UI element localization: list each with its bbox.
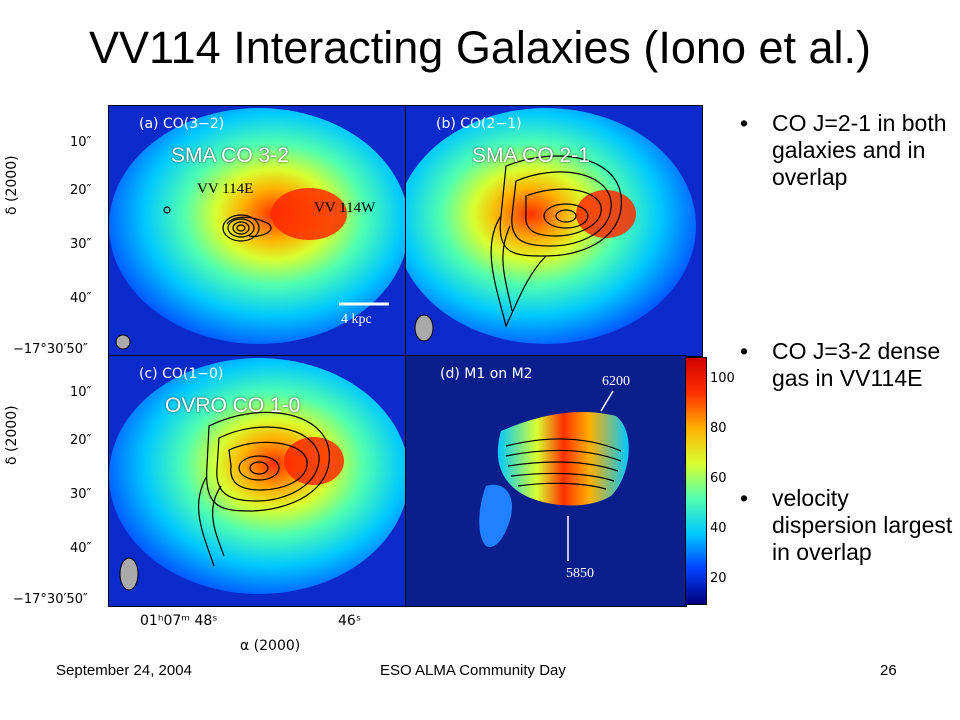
panel-d: (d) M1 on M2 6200 5850 <box>405 355 687 607</box>
annotation-vv114e: VV 114E <box>197 181 254 197</box>
bullet-item: • CO J=3-2 dense gas in VV114E <box>740 338 955 428</box>
colorbar-tick-80: 80 <box>710 421 727 436</box>
ytick-top-40: 40″ <box>70 291 92 306</box>
footer-event: ESO ALMA Community Day <box>380 662 566 679</box>
bullet-dot: • <box>740 485 749 511</box>
ytick-top-20: 20″ <box>70 183 92 198</box>
ytick-bottom-20: 20″ <box>70 433 92 448</box>
bullet-item: • velocity dispersion largest in overlap <box>740 485 955 605</box>
panel-a-overlay: SMA CO 3-2 <box>171 144 289 167</box>
y-axis-label-top: δ (2000) <box>4 155 20 215</box>
ytick-bottom-40: 40″ <box>70 541 92 556</box>
colorbar-tick-60: 60 <box>710 471 727 486</box>
ytick-top-30: 30″ <box>70 237 92 252</box>
ytick-bottom-50: −17°30′50″ <box>13 592 88 607</box>
bullet-dot: • <box>740 338 749 364</box>
ytick-top-10: 10″ <box>70 135 92 150</box>
slide-title: VV114 Interacting Galaxies (Iono et al.) <box>88 22 872 73</box>
footer-page-number: 26 <box>880 662 897 679</box>
ytick-top-50: −17°30′50″ <box>13 342 88 357</box>
bullet-item: • CO J=2-1 in both galaxies and in overl… <box>740 110 955 280</box>
ytick-bottom-30: 30″ <box>70 487 92 502</box>
panel-a: (a) CO(3−2) SMA CO 3-2 VV 114E VV 114W 4… <box>108 105 407 357</box>
panel-b-image <box>406 106 702 356</box>
panel-b-overlay: SMA CO 2-1 <box>472 144 590 167</box>
colorbar-tick-40: 40 <box>710 521 727 536</box>
bullet-text: CO J=2-1 in both galaxies and in overlap <box>772 110 947 190</box>
annotation-5850: 5850 <box>566 566 594 581</box>
panel-b: (b) CO(2−1) SMA CO 2-1 <box>405 105 703 357</box>
colorbar <box>685 357 707 605</box>
panel-c: (c) CO(1−0) OVRO CO 1-0 <box>108 355 407 607</box>
panel-d-label: (d) M1 on M2 <box>440 366 533 382</box>
scale-bar-label: 4 kpc <box>341 312 372 327</box>
panel-a-label: (a) CO(3−2) <box>139 116 225 132</box>
annotation-6200: 6200 <box>602 374 630 389</box>
footer-date: September 24, 2004 <box>56 662 192 679</box>
panel-c-image <box>109 356 406 606</box>
bullet-dot: • <box>740 110 749 136</box>
colorbar-tick-100: 100 <box>710 371 735 386</box>
panel-a-image <box>109 106 406 356</box>
x-axis-label: α (2000) <box>240 638 301 654</box>
panel-c-label: (c) CO(1−0) <box>139 366 224 382</box>
xtick-48s: 01ʰ07ᵐ 48ˢ <box>140 613 218 629</box>
bullet-text: CO J=3-2 dense gas in VV114E <box>772 338 941 391</box>
xtick-46s: 46ˢ <box>338 613 362 629</box>
figure: δ (2000) δ (2000) 10″ 20″ 30″ 40″ −17°30… <box>0 95 735 660</box>
colorbar-tick-20: 20 <box>710 571 727 586</box>
y-axis-label-bottom: δ (2000) <box>4 405 20 465</box>
panel-d-image <box>406 356 686 606</box>
annotation-vv114w: VV 114W <box>314 200 376 216</box>
panel-c-overlay: OVRO CO 1-0 <box>165 394 301 417</box>
bullet-text: velocity dispersion largest in overlap <box>772 485 953 565</box>
ytick-bottom-10: 10″ <box>70 385 92 400</box>
panel-b-label: (b) CO(2−1) <box>436 116 522 132</box>
